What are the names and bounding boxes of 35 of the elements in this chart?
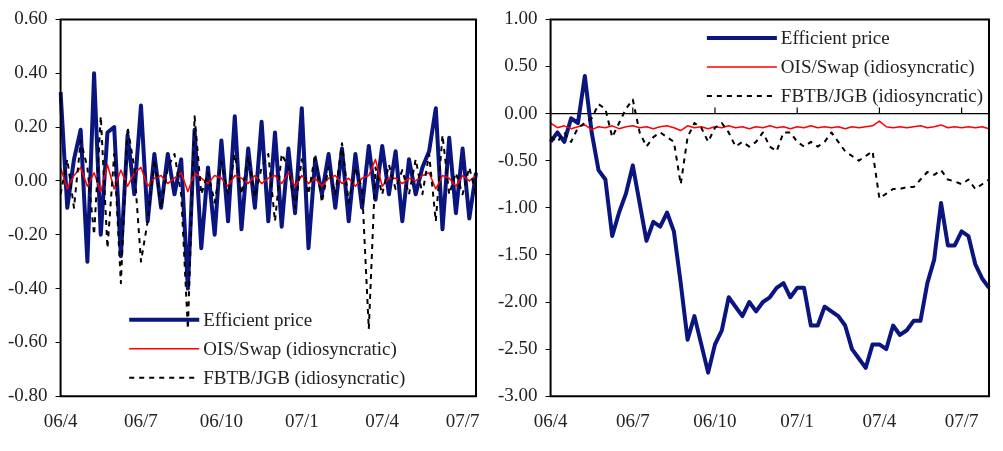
y-tick-label: 0.50 <box>504 54 538 76</box>
x-tick-label: 07/1 <box>780 409 815 431</box>
y-tick-label: -2.00 <box>498 289 538 311</box>
x-tick-label: 07/4 <box>862 409 897 431</box>
legend-label: FBTB/JGB (idiosyncratic) <box>780 84 984 107</box>
x-tick-label: 07/7 <box>944 409 979 431</box>
x-tick-label: 06/4 <box>533 409 568 431</box>
y-tick-label: -2.50 <box>498 337 538 359</box>
y-tick-label: 0.00 <box>14 168 48 190</box>
y-tick-label: 0.00 <box>504 101 538 123</box>
y-tick-label: -0.80 <box>8 384 48 406</box>
y-tick-label: 0.20 <box>14 115 48 137</box>
y-tick-label: -0.50 <box>498 148 538 170</box>
y-tick-label: -0.60 <box>8 330 48 352</box>
legend-label: Efficient price <box>203 308 313 330</box>
legend-label: OIS/Swap (idiosyncratic) <box>203 337 397 360</box>
x-tick-label: 07/1 <box>284 409 319 431</box>
x-tick-label: 06/7 <box>615 409 650 431</box>
y-tick-label: 0.40 <box>14 61 48 83</box>
y-tick-label: 1.00 <box>504 7 538 29</box>
y-tick-label: 0.60 <box>14 7 48 29</box>
y-tick-label: -0.40 <box>8 276 48 298</box>
y-tick-label: -1.50 <box>498 242 538 264</box>
legend-label: OIS/Swap (idiosyncratic) <box>780 55 975 78</box>
x-tick-label: 07/4 <box>365 409 400 431</box>
legend-label: FBTB/JGB (idiosyncratic) <box>203 366 406 389</box>
legend-label: Efficient price <box>780 26 890 48</box>
x-tick-label: 06/4 <box>43 409 78 431</box>
x-tick-label: 06/10 <box>693 409 737 431</box>
y-tick-label: -1.00 <box>498 195 538 217</box>
x-tick-label: 06/10 <box>199 409 244 431</box>
x-tick-label: 06/7 <box>124 409 158 431</box>
y-tick-label: -3.00 <box>498 384 538 406</box>
y-tick-label: -0.20 <box>8 222 48 244</box>
x-tick-label: 07/7 <box>445 409 480 431</box>
